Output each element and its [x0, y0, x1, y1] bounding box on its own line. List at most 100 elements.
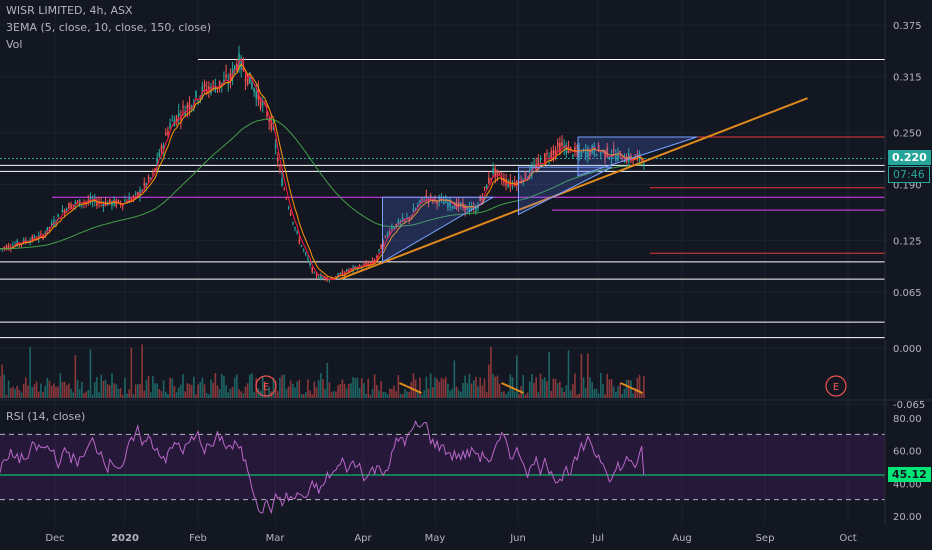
volume-bar: [350, 383, 352, 398]
volume-legend: Vol: [6, 38, 23, 51]
candle-body: [643, 163, 645, 165]
triangle-pattern-1: [518, 166, 613, 216]
volume-bar: [53, 383, 55, 398]
candle-body: [175, 115, 178, 123]
candle-body: [152, 172, 154, 174]
volume-bar: [40, 383, 42, 398]
rsi-line: [0, 419, 645, 515]
volume-bar: [345, 388, 348, 398]
candle-body: [550, 151, 553, 159]
candle-body: [466, 205, 469, 211]
candle-body: [31, 236, 34, 241]
triangle-pattern-0: [382, 196, 495, 263]
candle-body: [397, 220, 400, 226]
volume-bar: [358, 387, 361, 398]
volume-bar: [528, 381, 531, 398]
volume-bar: [451, 388, 453, 398]
volume-bar: [147, 375, 150, 398]
candle-body: [636, 154, 639, 157]
price-tick-label: -0.065: [893, 400, 925, 411]
candle-body: [311, 267, 314, 272]
volume-bar: [89, 349, 92, 398]
volume-bar: [371, 389, 374, 398]
candle-body: [307, 258, 309, 260]
volume-bar: [410, 381, 413, 398]
volume-bar: [580, 353, 583, 398]
volume-bar: [479, 377, 481, 398]
volume-bar: [182, 374, 184, 398]
rsi-tick-label: 60.00: [893, 447, 922, 458]
volume-bar: [595, 388, 598, 398]
volume-bar: [561, 387, 563, 398]
candle-body: [419, 199, 421, 203]
candle-body: [12, 245, 14, 248]
candle-body: [479, 197, 481, 201]
volume-bar: [111, 373, 113, 398]
candle-body: [274, 143, 277, 148]
volume-bar: [423, 390, 426, 398]
candle-body: [313, 272, 316, 274]
candle-body: [218, 80, 221, 88]
volume-bar: [61, 382, 64, 398]
volume-bar: [343, 383, 346, 398]
candle-body: [384, 235, 387, 237]
candle-body: [285, 197, 288, 199]
candle-body: [580, 151, 583, 157]
volume-bar: [498, 383, 501, 398]
candle-body: [378, 249, 380, 251]
volume-bar: [617, 386, 619, 398]
volume-bar: [632, 393, 634, 398]
candle-body: [248, 72, 251, 84]
candle-body: [341, 271, 344, 276]
volume-bar: [44, 385, 47, 398]
candle-body: [220, 82, 223, 85]
volume-bar: [537, 391, 540, 398]
rsi-band-fill: [0, 434, 885, 500]
candle-body: [124, 200, 126, 202]
volume-bar: [460, 392, 462, 398]
volume-bar: [27, 385, 29, 398]
volume-bar: [72, 392, 75, 398]
volume-bar: [83, 393, 85, 398]
earnings-marker-1: [825, 375, 847, 397]
candle-body: [203, 83, 206, 87]
candle-body: [40, 233, 42, 235]
volume-bar: [128, 389, 130, 398]
volume-bar: [311, 394, 314, 398]
earnings-marker-0: [255, 375, 277, 397]
candle-body: [169, 123, 171, 128]
candle-body: [516, 181, 518, 186]
volume-bar: [132, 393, 135, 398]
volume-bar: [201, 377, 204, 398]
candle-body: [195, 91, 197, 98]
volume-bar: [180, 384, 182, 398]
earnings-marker-label: E: [263, 382, 269, 393]
volume-bar: [264, 381, 266, 398]
volume-bar: [162, 380, 165, 398]
candle-body: [50, 222, 53, 226]
candle-body: [395, 223, 398, 228]
price-tick-label: 0.190: [893, 180, 922, 191]
candle-body: [130, 198, 133, 201]
volume-bar: [436, 378, 438, 398]
volume-bar: [481, 385, 484, 398]
volume-bar: [233, 377, 236, 398]
volume-divergence-0: [399, 382, 422, 394]
volume-bar: [567, 350, 570, 398]
candle-body: [436, 201, 438, 205]
volume-bar: [373, 374, 376, 398]
volume-bar: [464, 375, 466, 398]
candle-body: [354, 266, 357, 268]
volume-bar: [175, 392, 178, 398]
candle-body: [494, 168, 497, 178]
candle-body: [147, 176, 150, 181]
volume-bar: [563, 391, 565, 398]
candle-body: [414, 208, 417, 210]
volume-bar: [604, 394, 606, 398]
volume-bar: [369, 394, 372, 398]
volume-bar: [535, 377, 537, 398]
candle-body: [212, 82, 214, 84]
candle-body: [266, 111, 268, 117]
